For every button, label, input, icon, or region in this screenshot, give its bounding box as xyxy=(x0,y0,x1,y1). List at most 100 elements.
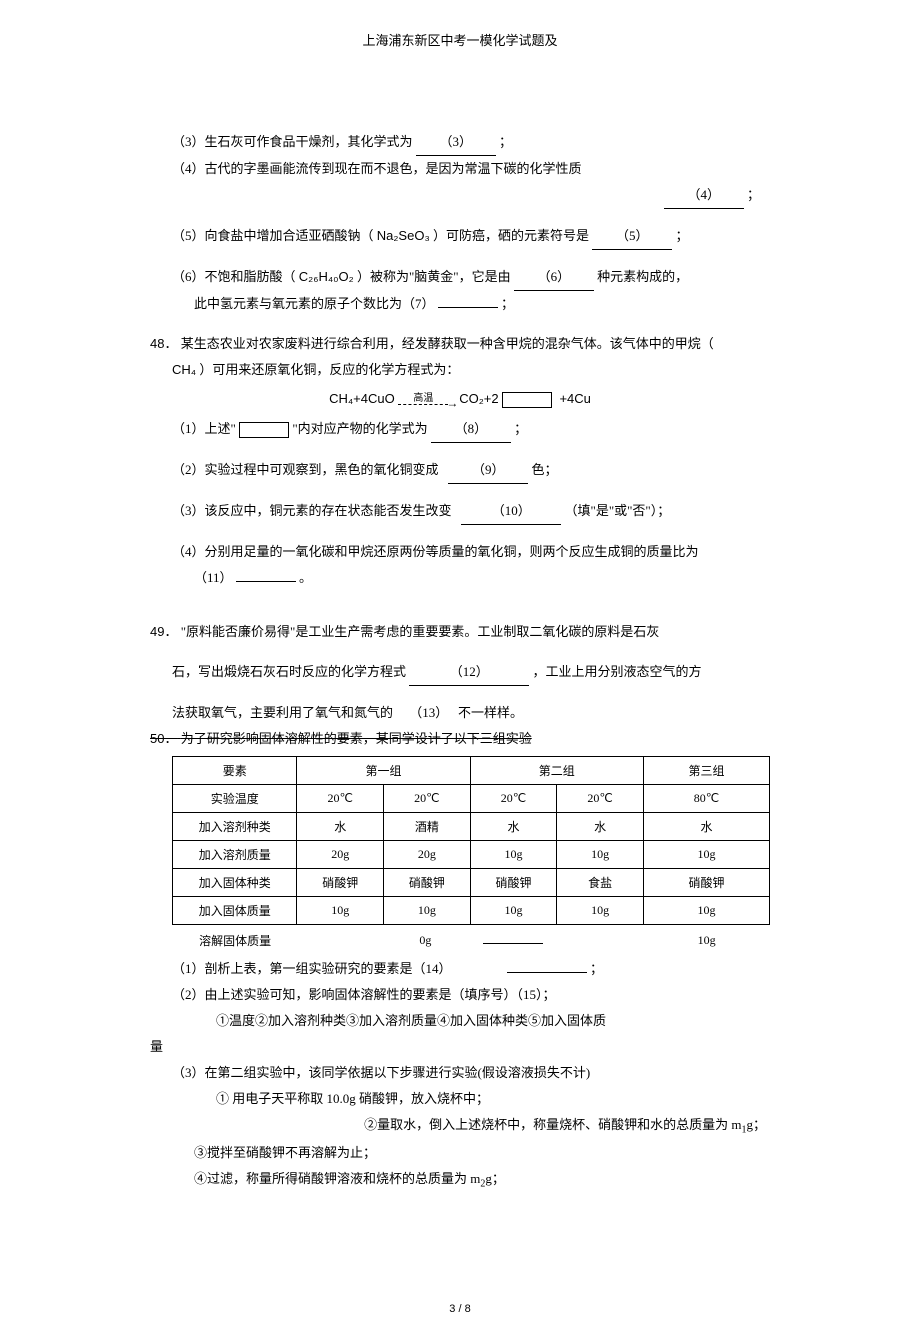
td: 0g xyxy=(383,927,469,954)
q49-number: 49． xyxy=(150,624,177,639)
q50-number: 50． xyxy=(150,731,177,746)
text: 某生态农业对农家废料进行综合利用，经发酵获取一种含甲烷的混杂气体。该气体中的甲烷… xyxy=(181,336,714,351)
td xyxy=(559,927,643,954)
td: 实验温度 xyxy=(173,784,297,812)
text: （1）剖析上表，第一组实验研究的要素是（14） xyxy=(172,961,452,976)
q47-part7: 此中氢元素与氧元素的原子个数比为（7） ； xyxy=(194,291,770,317)
td: 20℃ xyxy=(557,784,644,812)
td: 20℃ xyxy=(384,784,471,812)
blank-14 xyxy=(507,972,587,973)
table-header-row: 要素 第一组 第二组 第三组 xyxy=(173,756,770,784)
td: 水 xyxy=(557,812,644,840)
q48-part3: （3）该反应中，铜元素的存在状态能否发生改变 （10） （填"是"或"否"）； xyxy=(172,498,770,525)
td: 水 xyxy=(470,812,557,840)
formula: Na₂SeO₃ xyxy=(377,228,430,243)
blank-3: （3） xyxy=(416,129,496,156)
text: ③搅拌至硝酸钾不再溶解为止； xyxy=(194,1145,376,1160)
td: 20g xyxy=(384,840,471,868)
td xyxy=(298,927,382,954)
text: （3）生石灰可作食品干燥剂，其化学式为 xyxy=(172,134,413,149)
td: 20℃ xyxy=(470,784,557,812)
text: 不一样样。 xyxy=(458,705,523,720)
td: 10g xyxy=(470,896,557,924)
text: 色； xyxy=(532,462,558,477)
table-blank xyxy=(483,943,543,944)
q48-part4: （4）分别用足量的一氧化碳和甲烷还原两份等质量的氧化铜，则两个反应生成铜的质量比… xyxy=(172,539,770,565)
td: 20℃ xyxy=(297,784,384,812)
td: 酒精 xyxy=(384,812,471,840)
blank-10: （10） xyxy=(461,498,561,525)
td: 10g xyxy=(384,896,471,924)
page-header: 上海浦东新区中考一模化学试题及 xyxy=(150,30,770,49)
th: 要素 xyxy=(173,756,297,784)
blank-4: （4） xyxy=(664,182,744,209)
q47-part5: （5）向食盐中增加合适亚硒酸钠（ Na₂SeO₃ ）可防癌，硒的元素符号是 （5… xyxy=(172,223,770,250)
q50-part2-opts-end: 量 xyxy=(150,1034,770,1060)
q48-intro2: CH₄ ）可用来还原氧化铜，反应的化学方程式为： xyxy=(172,357,770,383)
text: ； xyxy=(501,296,514,311)
q50-step1: ① 用电子天平称取 10.0g 硝酸钾，放入烧杯中； xyxy=(216,1086,770,1112)
text: ）可用来还原氧化铜，反应的化学方程式为： xyxy=(199,362,459,377)
td: 10g xyxy=(297,896,384,924)
blank-5: （5） xyxy=(592,223,672,250)
experiment-table: 要素 第一组 第二组 第三组 实验温度 20℃ 20℃ 20℃ 20℃ 80℃ … xyxy=(172,756,770,925)
td: 10g xyxy=(643,927,770,954)
blank-13-text: （13） xyxy=(409,705,448,720)
text: （2）实验过程中可观察到，黑色的氧化铜变成 xyxy=(172,462,439,477)
td: 10g xyxy=(470,840,557,868)
text: 石，写出煅烧石灰石时反应的化学方程式 xyxy=(172,664,406,679)
text: "内对应产物的化学式为 xyxy=(292,421,427,436)
arrow-icon xyxy=(398,404,448,405)
blank-6: （6） xyxy=(514,264,594,291)
q50-step2: ②量取水，倒入上述烧杯中，称量烧杯、硝酸钾和水的总质量为 m1g； xyxy=(150,1112,770,1141)
td: 硝酸钾 xyxy=(643,868,769,896)
blank-7 xyxy=(438,307,498,308)
text: （2）由上述实验可知，影响固体溶解性的要素是（填序号）（15）； xyxy=(172,987,556,1002)
text: ）可防癌，硒的元素符号是 xyxy=(433,228,589,243)
q50-step3: ③搅拌至硝酸钾不再溶解为止； xyxy=(194,1140,770,1166)
td: 10g xyxy=(643,840,769,868)
q48-part2: （2）实验过程中可观察到，黑色的氧化铜变成 （9） 色； xyxy=(172,457,770,484)
q47-part4-blank: （4） ； xyxy=(150,182,770,209)
text: 种元素构成的， xyxy=(597,269,688,284)
td: 加入溶剂种类 xyxy=(173,812,297,840)
q50-part3: （3）在第二组实验中，该同学依据以下步骤进行实验(假设溶液损失不计) xyxy=(172,1060,770,1086)
td: 水 xyxy=(643,812,769,840)
q47-part4: （4）古代的字墨画能流传到现在而不退色，是因为常温下碳的化学性质 xyxy=(172,156,770,182)
td: 10g xyxy=(557,896,644,924)
text: ，工业上用分别液态空气的方 xyxy=(533,664,702,679)
text: 量 xyxy=(150,1039,163,1054)
table-row: 实验温度 20℃ 20℃ 20℃ 20℃ 80℃ xyxy=(173,784,770,812)
text: （3）该反应中，铜元素的存在状态能否发生改变 xyxy=(172,503,452,518)
td: 溶解固体质量 xyxy=(172,927,298,954)
inline-box xyxy=(239,422,289,438)
eq-rhs-b: +4Cu xyxy=(559,391,590,406)
blank-11 xyxy=(236,581,296,582)
td: 80℃ xyxy=(643,784,769,812)
experiment-table-bottom: 溶解固体质量 0g 10g xyxy=(172,927,770,954)
text: ① 用电子天平称取 10.0g 硝酸钾，放入烧杯中； xyxy=(216,1091,489,1106)
text: （1）上述" xyxy=(172,421,236,436)
text: ）被称为"脑黄金"，它是由 xyxy=(357,269,511,284)
eq-rhs-a: CO₂+2 xyxy=(459,391,498,406)
q50-part2: （2）由上述实验可知，影响固体溶解性的要素是（填序号）（15）； xyxy=(172,982,770,1008)
text: ； xyxy=(747,187,760,202)
blank-9: （9） xyxy=(448,457,528,484)
q48-part1: （1）上述" "内对应产物的化学式为 （8） ； xyxy=(172,416,770,443)
text: （4）古代的字墨画能流传到现在而不退色，是因为常温下碳的化学性质 xyxy=(172,161,582,176)
td: 10g xyxy=(557,840,644,868)
td: 硝酸钾 xyxy=(384,868,471,896)
q47-part3: （3）生石灰可作食品干燥剂，其化学式为 （3） ； xyxy=(172,129,770,156)
td: 硝酸钾 xyxy=(297,868,384,896)
blank-8: （8） xyxy=(431,416,511,443)
text: ； xyxy=(590,961,603,976)
text: "原料能否廉价易得"是工业生产需考虑的重要要素。工业制取二氧化碳的原料是石灰 xyxy=(181,624,660,639)
text: g； xyxy=(485,1171,505,1186)
td: 10g xyxy=(643,896,769,924)
text: ； xyxy=(514,421,527,436)
text: ①温度②加入溶剂种类③加入溶剂质量④加入固体种类⑤加入固体质 xyxy=(216,1013,606,1028)
td: 食盐 xyxy=(557,868,644,896)
text: 法获取氧气，主要利用了氧气和氮气的 xyxy=(172,705,393,720)
text: （11） xyxy=(194,570,233,585)
td: 水 xyxy=(297,812,384,840)
